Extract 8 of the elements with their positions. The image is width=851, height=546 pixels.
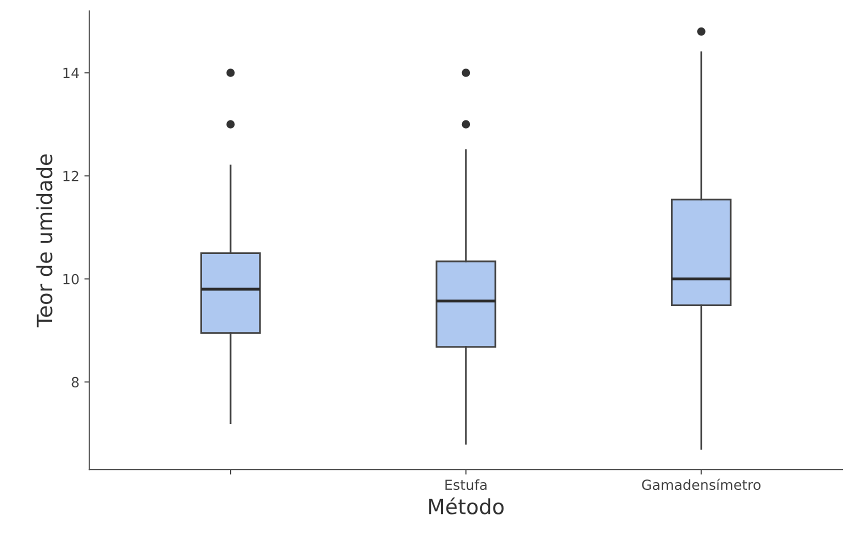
x-tick-label: Estufa xyxy=(445,479,486,490)
x-axis-title: Método xyxy=(429,497,504,514)
y-tick-label: 8 xyxy=(72,376,79,388)
y-tick-label: 14 xyxy=(63,68,79,78)
y-tick-label: 12 xyxy=(63,170,78,182)
x-tick-label: Gamadensímetro xyxy=(642,478,761,490)
y-tick-label: 10 xyxy=(63,274,79,284)
y-axis-title: Teor de umidade xyxy=(36,154,52,328)
